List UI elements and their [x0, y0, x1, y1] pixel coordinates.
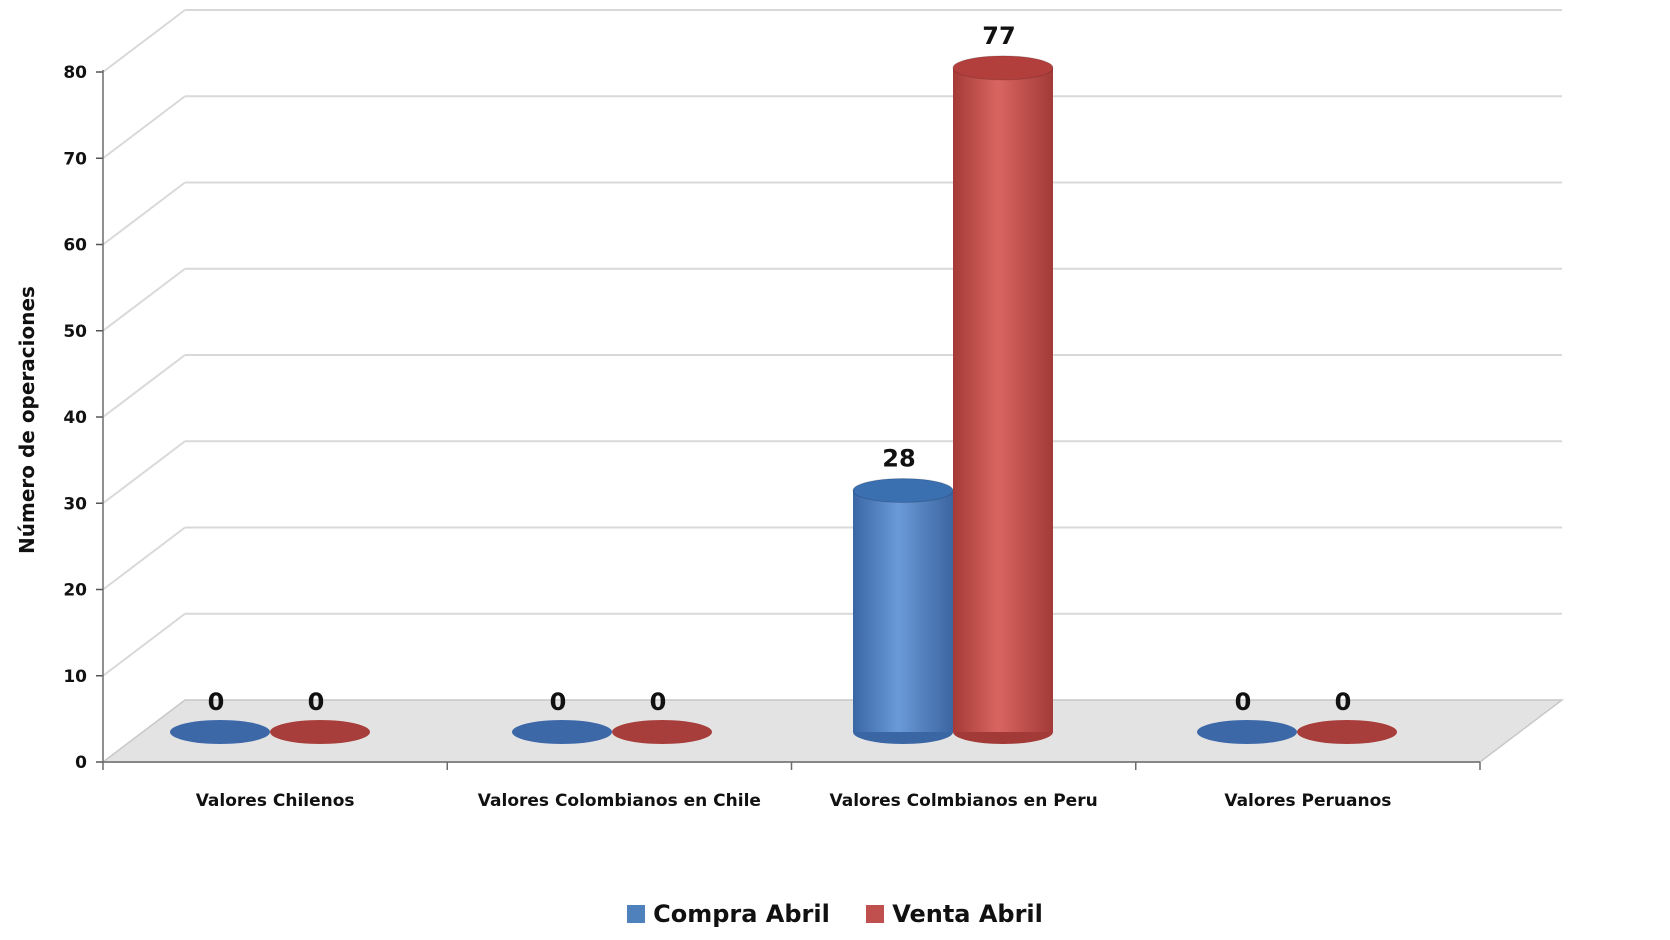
bar-venta-3 — [1297, 720, 1397, 744]
bar-venta-0 — [270, 720, 370, 744]
legend: Compra Abril Venta Abril — [0, 900, 1670, 929]
gridline-side — [102, 526, 186, 591]
bar-compra-0 — [170, 720, 270, 744]
y-tick-label: 30 — [63, 494, 87, 514]
legend-swatch-compra — [627, 905, 646, 923]
y-tick-label: 70 — [63, 149, 87, 169]
category-label: Valores Colombianos en Chile — [478, 791, 761, 811]
legend-label-venta: Venta Abril — [892, 900, 1043, 928]
bar-venta-1 — [612, 720, 712, 744]
bar-compra-2 — [852, 478, 954, 744]
bar-compra-1 — [512, 720, 612, 744]
legend-item-venta: Venta Abril — [866, 900, 1043, 928]
y-tick-label: 20 — [63, 581, 87, 601]
category-label: Valores Peruanos — [1224, 791, 1391, 811]
category-labels: Valores Chilenos Valores Colombianos en C… — [196, 791, 1392, 811]
category-label: Valores Chilenos — [196, 791, 355, 811]
y-axis-label: Número de operaciones — [15, 286, 39, 554]
data-label-compra-0: 0 — [208, 688, 225, 716]
category-label: Valores Colmbianos en Peru — [830, 791, 1098, 811]
data-label-venta-0: 0 — [308, 688, 325, 716]
bar-compra-3 — [1197, 720, 1297, 744]
y-tick-label: 10 — [63, 667, 87, 687]
y-tick-label: 0 — [75, 753, 87, 773]
axes — [96, 70, 1481, 770]
data-label-compra-1: 0 — [550, 688, 567, 716]
gridline-side — [102, 181, 186, 246]
data-label-compra-3: 0 — [1235, 688, 1252, 716]
legend-label-compra: Compra Abril — [653, 900, 830, 928]
data-labels: 0 0 28 0 0 0 77 0 — [208, 22, 1352, 716]
y-tick-label: 40 — [63, 408, 87, 428]
data-label-venta-3: 0 — [1335, 688, 1352, 716]
gridline-side — [102, 440, 186, 505]
y-tick-label: 80 — [63, 63, 87, 83]
gridline-side — [102, 267, 186, 332]
legend-swatch-venta — [866, 905, 885, 923]
y-tick-label: 60 — [63, 236, 87, 256]
gridline-side — [102, 9, 186, 73]
bar-venta-2 — [952, 55, 1054, 744]
gridline-side — [102, 612, 186, 677]
legend-item-compra: Compra Abril — [627, 900, 830, 928]
data-label-venta-1: 0 — [650, 688, 667, 716]
y-tick-label: 50 — [63, 322, 87, 342]
data-label-venta-2: 77 — [982, 22, 1015, 50]
bars — [170, 55, 1397, 744]
gridline-side — [102, 354, 186, 418]
data-label-compra-2: 28 — [882, 445, 915, 473]
y-tick-labels: 0 10 20 30 40 50 60 70 80 — [63, 63, 87, 773]
gridlines — [102, 9, 1562, 677]
gridline-side — [102, 95, 186, 160]
